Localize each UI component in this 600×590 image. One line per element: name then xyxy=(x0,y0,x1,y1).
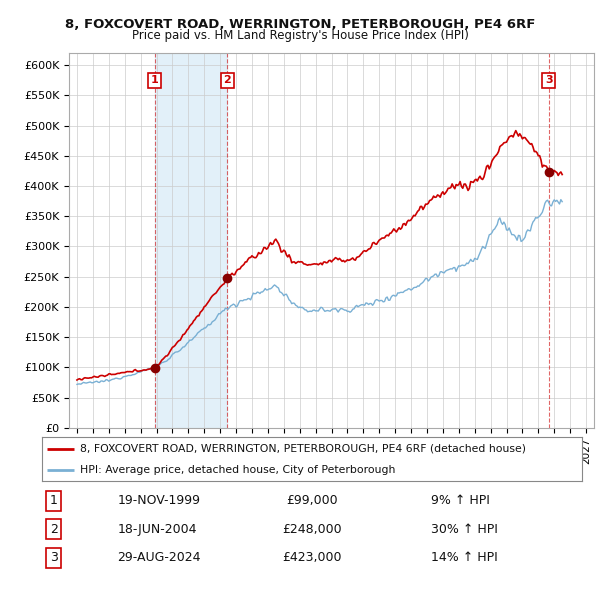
Bar xyxy=(155,53,227,428)
Text: £248,000: £248,000 xyxy=(282,523,342,536)
Text: 9% ↑ HPI: 9% ↑ HPI xyxy=(431,494,490,507)
Text: 8, FOXCOVERT ROAD, WERRINGTON, PETERBOROUGH, PE4 6RF (detached house): 8, FOXCOVERT ROAD, WERRINGTON, PETERBORO… xyxy=(80,444,526,454)
Text: 1: 1 xyxy=(151,76,158,86)
Text: Price paid vs. HM Land Registry's House Price Index (HPI): Price paid vs. HM Land Registry's House … xyxy=(131,30,469,42)
Text: 14% ↑ HPI: 14% ↑ HPI xyxy=(431,551,497,564)
Text: 19-NOV-1999: 19-NOV-1999 xyxy=(118,494,200,507)
Text: 2: 2 xyxy=(224,76,232,86)
Text: 3: 3 xyxy=(545,76,553,86)
Text: HPI: Average price, detached house, City of Peterborough: HPI: Average price, detached house, City… xyxy=(80,465,395,475)
Text: 8, FOXCOVERT ROAD, WERRINGTON, PETERBOROUGH, PE4 6RF: 8, FOXCOVERT ROAD, WERRINGTON, PETERBORO… xyxy=(65,18,535,31)
Text: £99,000: £99,000 xyxy=(286,494,338,507)
Text: 18-JUN-2004: 18-JUN-2004 xyxy=(118,523,197,536)
Text: 1: 1 xyxy=(50,494,58,507)
Text: £423,000: £423,000 xyxy=(282,551,342,564)
Text: 30% ↑ HPI: 30% ↑ HPI xyxy=(431,523,497,536)
Text: 2: 2 xyxy=(50,523,58,536)
Text: 3: 3 xyxy=(50,551,58,564)
Text: 29-AUG-2024: 29-AUG-2024 xyxy=(118,551,201,564)
